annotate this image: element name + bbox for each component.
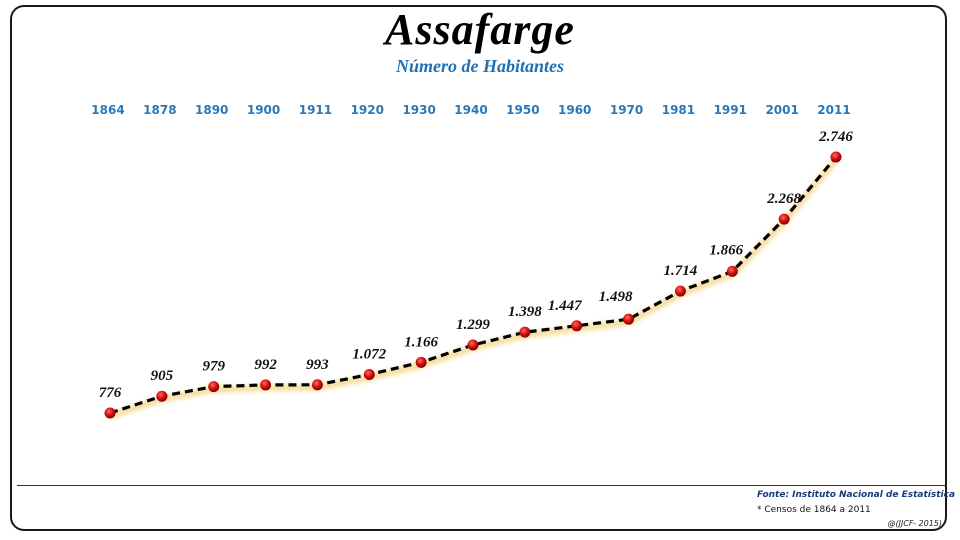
data-value-label: 1.398 xyxy=(508,304,542,320)
data-value-label: 2.268 xyxy=(766,191,801,207)
data-value-label: 1.447 xyxy=(548,298,582,314)
year-label: 1960 xyxy=(558,103,592,117)
data-point-marker xyxy=(571,320,583,332)
data-value-label: 1.498 xyxy=(599,289,633,305)
year-label: 1878 xyxy=(143,103,177,117)
chart-subtitle: Número de Habitantes xyxy=(395,56,564,76)
data-point-marker xyxy=(830,151,842,163)
year-label: 1940 xyxy=(454,103,488,117)
year-label: 1950 xyxy=(506,103,540,117)
year-label: 2011 xyxy=(817,103,851,117)
data-point-marker xyxy=(519,326,531,338)
data-point-marker xyxy=(623,313,635,325)
data-value-label: 979 xyxy=(202,359,225,375)
data-markers xyxy=(104,151,842,419)
year-label: 1970 xyxy=(609,103,644,117)
data-point-marker xyxy=(467,339,479,351)
line-glow xyxy=(109,158,839,419)
data-point-marker xyxy=(260,379,272,391)
year-label: 1981 xyxy=(661,103,696,117)
data-point-marker xyxy=(156,390,168,402)
year-label: 1864 xyxy=(91,103,125,117)
data-value-label: 2.746 xyxy=(818,129,853,145)
data-value-labels: 776 905 979 992 993 1.072 1.166 1.299 1.398 1.447… xyxy=(99,129,854,401)
year-label: 1930 xyxy=(402,103,436,117)
year-label: 1890 xyxy=(195,103,229,117)
data-value-label: 1.714 xyxy=(664,263,698,279)
year-label: 1900 xyxy=(246,103,281,117)
data-point-marker xyxy=(208,381,220,393)
data-point-marker xyxy=(726,265,738,277)
year-label: 1911 xyxy=(298,103,333,117)
data-value-label: 993 xyxy=(306,357,329,373)
year-label: 1991 xyxy=(713,103,747,117)
data-value-label: 1.866 xyxy=(709,242,743,258)
year-label: 1920 xyxy=(350,103,384,117)
data-point-marker xyxy=(415,356,427,368)
credit-text: @(JJCF- 2015) xyxy=(887,519,943,528)
data-value-label: 905 xyxy=(151,368,174,384)
data-point-marker xyxy=(104,407,116,419)
data-value-label: 776 xyxy=(99,385,122,401)
census-note: * Censos de 1864 a 2011 xyxy=(757,505,871,515)
chart-title: Assafarge xyxy=(385,5,575,54)
data-point-marker xyxy=(778,213,790,225)
data-value-label: 1.166 xyxy=(404,334,438,350)
data-value-label: 992 xyxy=(254,357,277,373)
year-label: 2001 xyxy=(765,103,799,117)
data-point-marker xyxy=(311,379,323,391)
source-text: Fonte: Instituto Nacional de Estatística xyxy=(757,490,956,500)
data-point-marker xyxy=(363,369,375,381)
data-value-label: 1.072 xyxy=(352,347,386,363)
data-value-label: 1.299 xyxy=(456,317,490,333)
data-point-marker xyxy=(674,285,686,297)
chart-frame xyxy=(10,5,947,531)
footer-divider xyxy=(17,485,947,486)
